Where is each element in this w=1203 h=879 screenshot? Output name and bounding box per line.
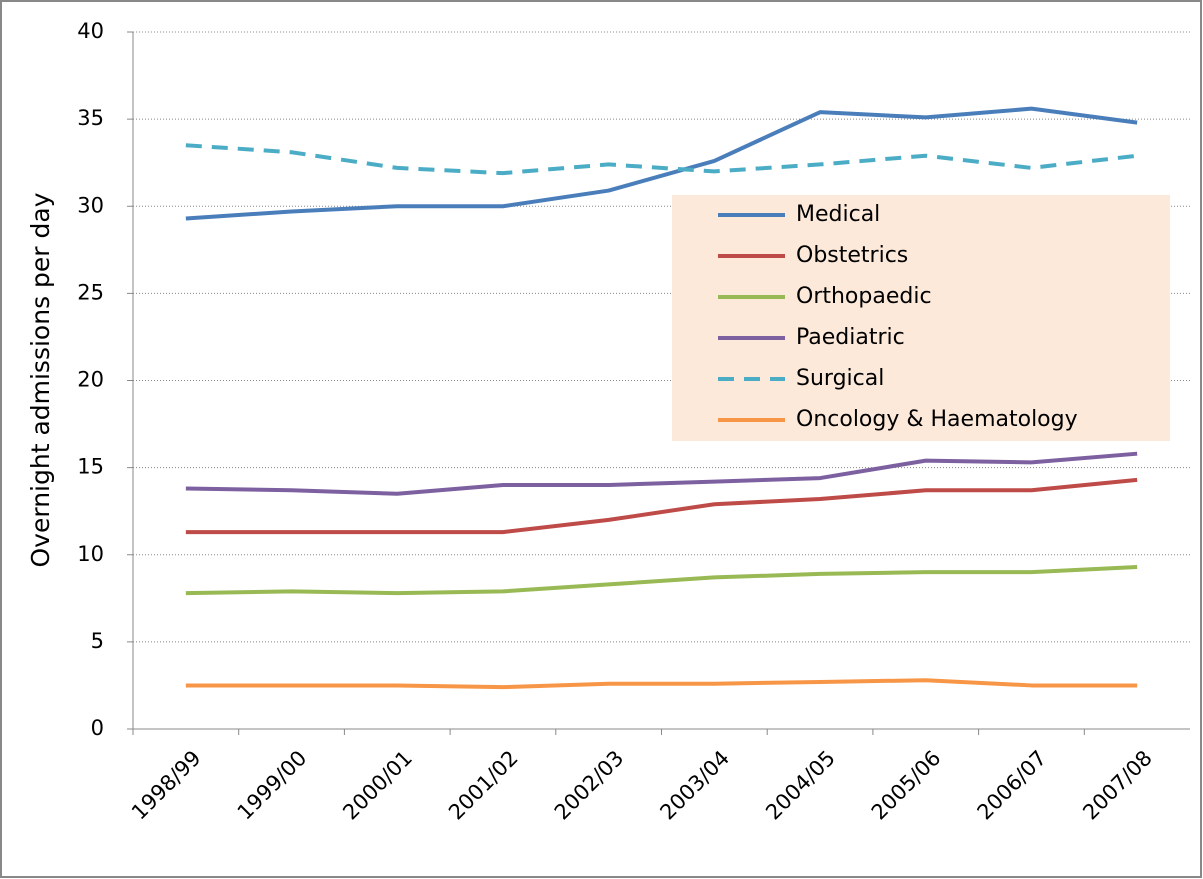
y-tick-label: 20: [77, 368, 104, 392]
line: [185, 564, 1138, 596]
line: [185, 477, 1138, 535]
line: [185, 451, 1138, 496]
y-tick-label: 40: [77, 19, 104, 43]
y-tick-label: 30: [77, 193, 104, 217]
y-tick-label: 15: [77, 455, 104, 479]
legend-label: Paediatric: [796, 325, 905, 350]
line: [185, 678, 1138, 690]
y-tick-label: 25: [77, 280, 104, 304]
line: [185, 106, 1138, 221]
legend-label: Surgical: [796, 366, 884, 391]
line: [185, 143, 1138, 176]
y-tick-label: 10: [77, 542, 104, 566]
y-tick-label: 5: [91, 629, 104, 653]
legend-label: Obstetrics: [796, 243, 908, 268]
y-axis-title: Overnight admissions per day: [26, 192, 55, 567]
legend-label: Medical: [796, 202, 880, 227]
legend-label: Orthopaedic: [796, 284, 932, 309]
y-tick-label: 0: [91, 716, 104, 740]
legend-box: [672, 195, 1170, 441]
legend-label: Oncology & Haematology: [796, 407, 1078, 432]
y-tick-label: 35: [77, 106, 104, 130]
